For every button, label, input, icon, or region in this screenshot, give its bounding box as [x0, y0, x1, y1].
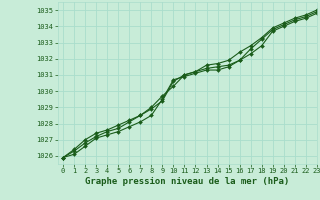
X-axis label: Graphe pression niveau de la mer (hPa): Graphe pression niveau de la mer (hPa) — [85, 177, 289, 186]
